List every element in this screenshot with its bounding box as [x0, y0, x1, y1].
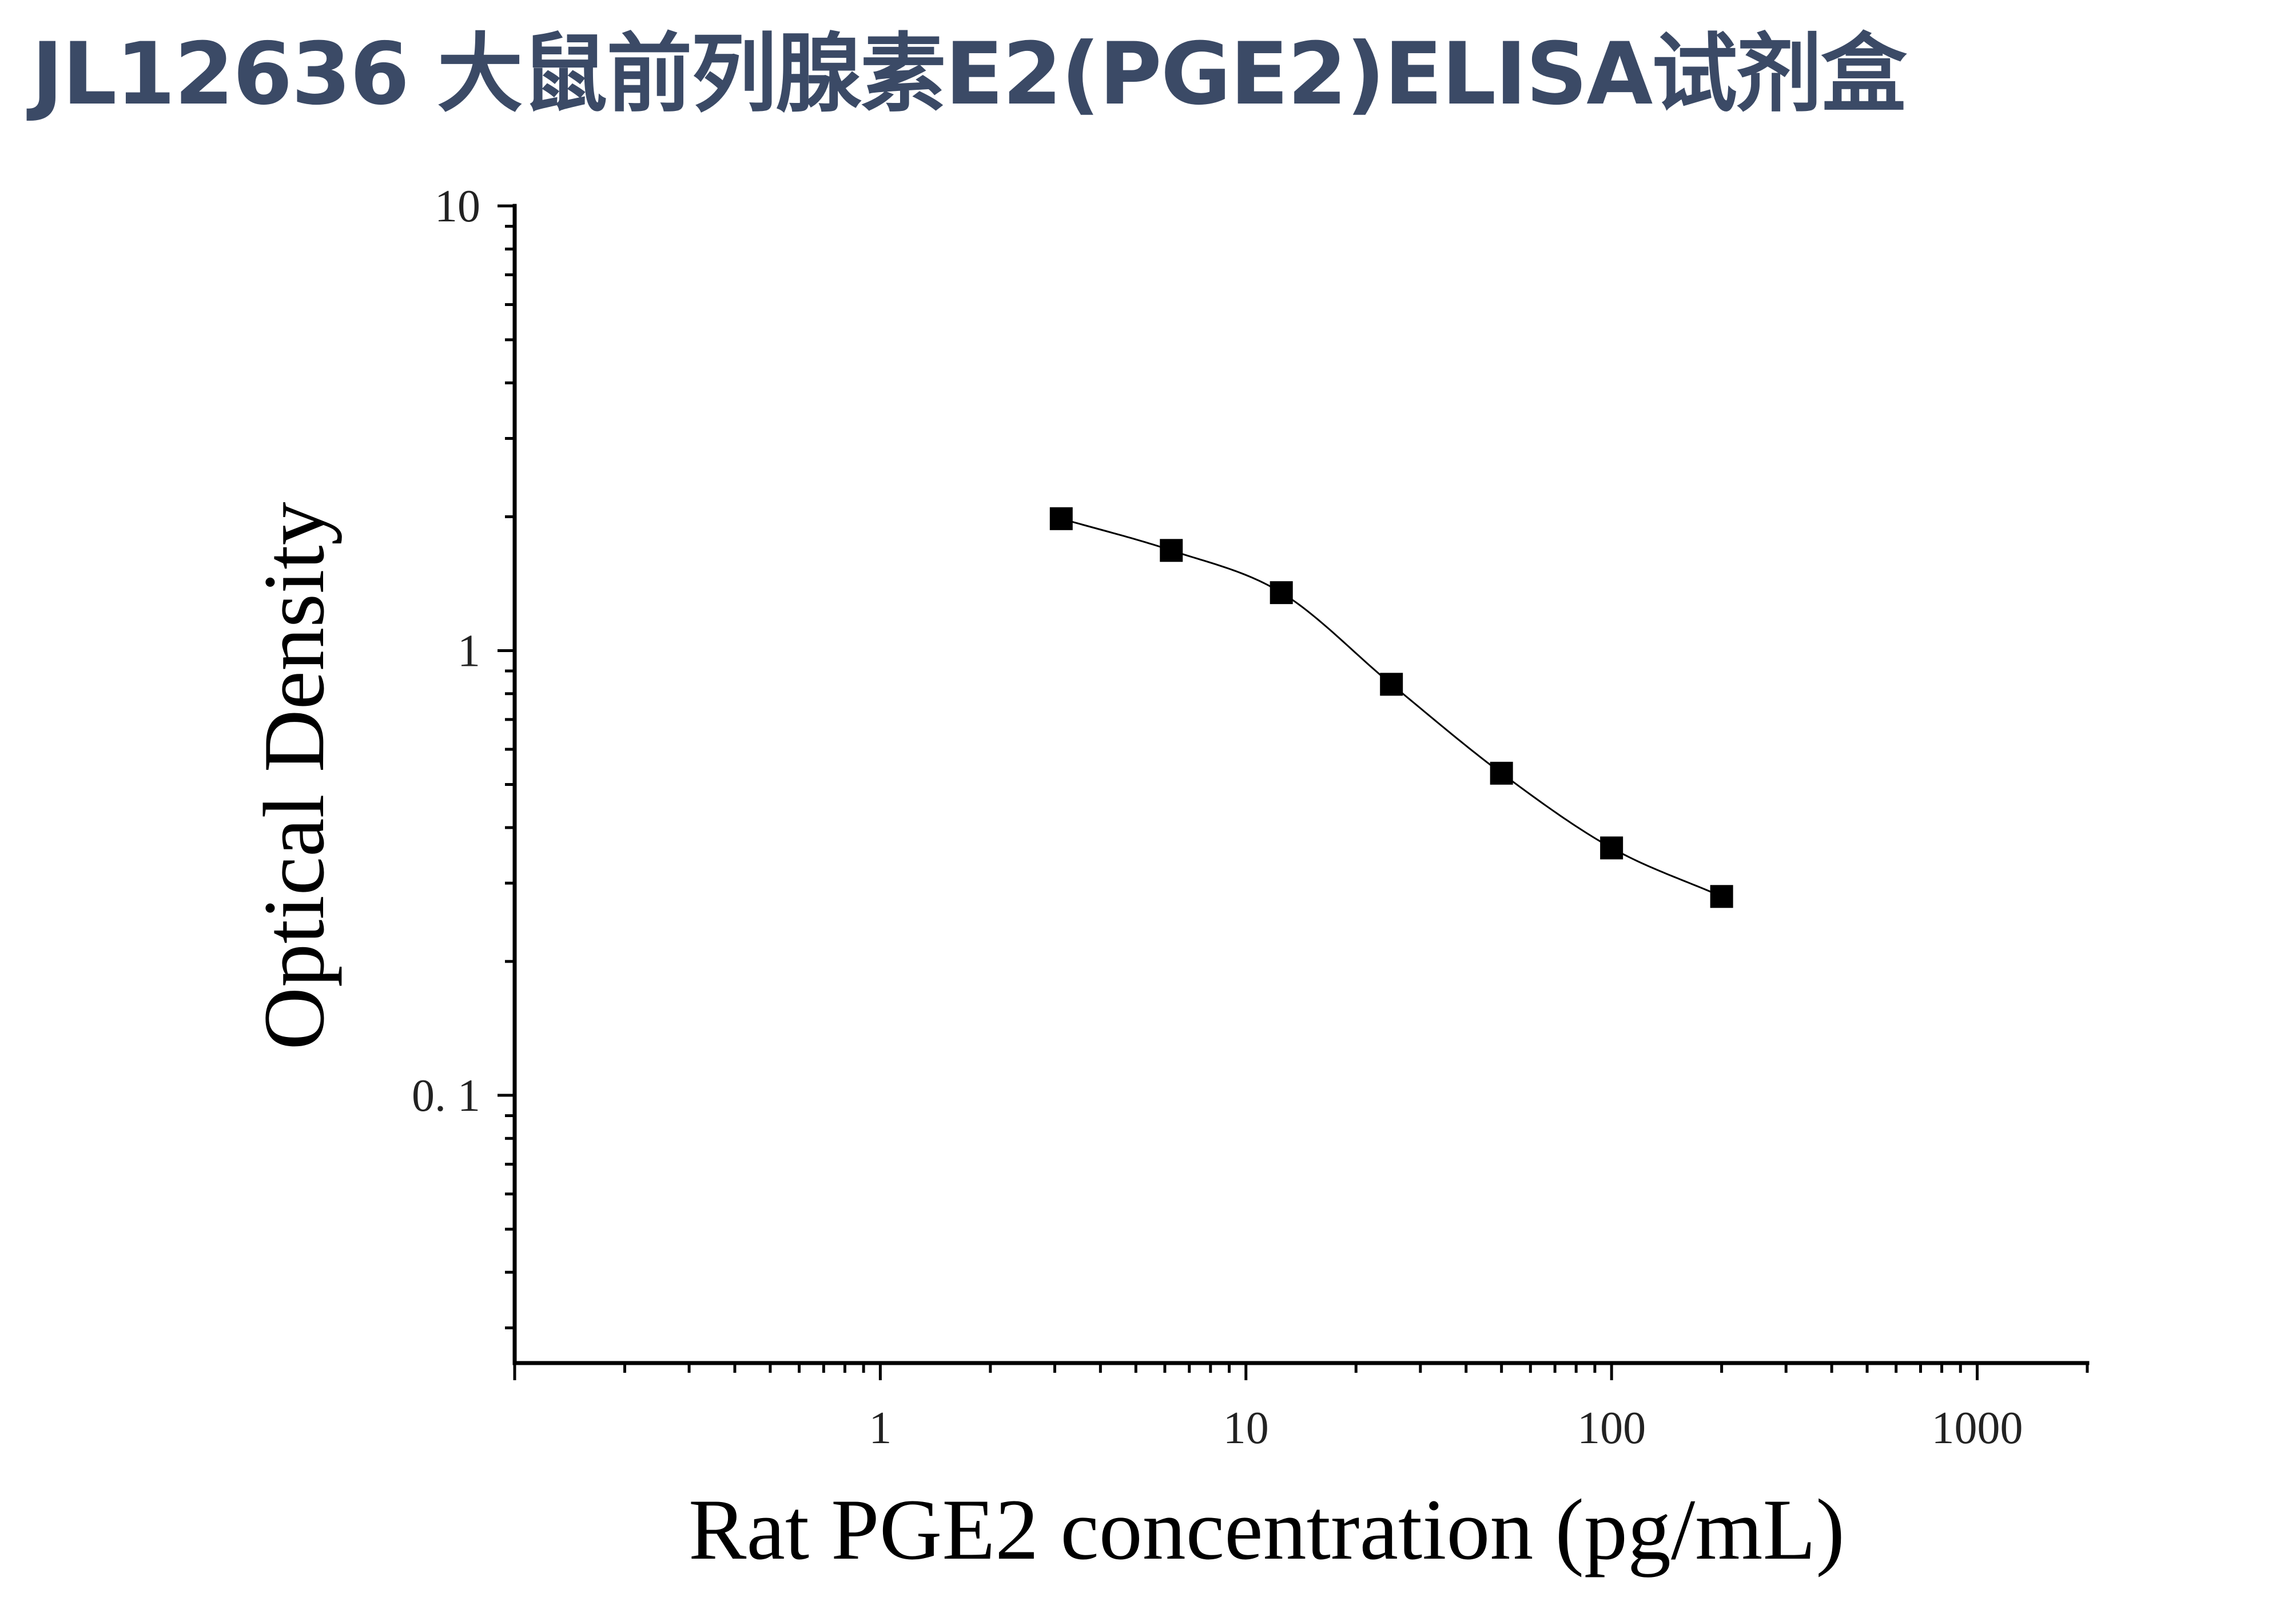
data-point	[1710, 885, 1733, 908]
data-point	[1600, 836, 1623, 860]
page-title: JL12636 大鼠前列腺素E2(PGE2)ELISA试剂盒	[31, 25, 1907, 124]
y-tick-label: 0. 1	[412, 1071, 480, 1121]
data-point	[1270, 581, 1293, 605]
data-point	[1049, 507, 1073, 530]
y-tick-label: 10	[435, 181, 480, 232]
x-tick-label: 100	[1577, 1403, 1646, 1453]
axis-ticks	[498, 204, 2089, 1380]
axis-labels: 1 10 100 1000 0. 1 1 10 Rat PGE2 concentration …	[246, 181, 2023, 1578]
x-tick-label: 10	[1223, 1403, 1269, 1453]
y-axis-title: Optical Density	[246, 502, 342, 1050]
axes	[512, 204, 2090, 1365]
x-axis-title: Rat PGE2 concentration (pg/mL)	[689, 1481, 1845, 1578]
x-tick-label: 1000	[1932, 1403, 2023, 1453]
data-point	[1490, 761, 1513, 785]
data-point	[1380, 673, 1403, 696]
y-tick-label: 1	[457, 626, 480, 676]
data-points	[1049, 507, 1733, 908]
x-tick-label: 1	[869, 1403, 892, 1453]
data-point	[1160, 539, 1183, 562]
